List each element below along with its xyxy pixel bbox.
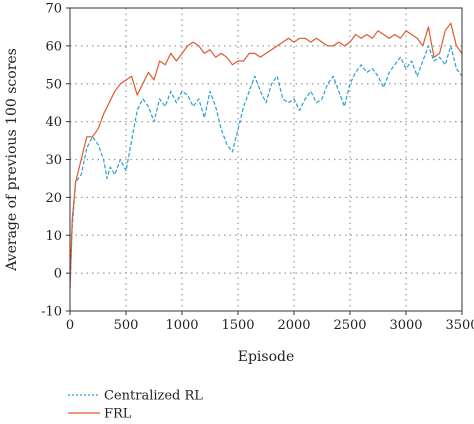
legend-label-0: Centralized RL: [104, 389, 203, 404]
y-axis-label: Average of previous 100 scores: [4, 48, 20, 272]
y-tick-label: 0: [54, 267, 62, 282]
x-tick-label: 1000: [165, 318, 198, 333]
series-lines: [69, 22, 463, 289]
x-axis-ticks: 0 500 1000 1500 2000 2500 3000 3500: [66, 311, 474, 333]
legend-label-1: FRL: [104, 407, 132, 422]
x-tick-label: 0: [66, 318, 74, 333]
y-tick-label: 40: [45, 115, 62, 130]
x-tick-label: 2500: [333, 318, 366, 333]
y-tick-label: 20: [45, 191, 62, 206]
x-tick-label: 3500: [445, 318, 474, 333]
legend: Centralized RL FRL: [68, 389, 203, 422]
y-tick-label: -10: [41, 305, 62, 320]
y-tick-label: 60: [45, 39, 62, 54]
y-tick-label: 30: [45, 153, 62, 168]
y-tick-label: 50: [45, 77, 62, 92]
y-axis-ticks: -10 0 10 20 30 40 50 60 70: [41, 2, 70, 320]
x-axis-label: Episode: [238, 349, 295, 365]
series-line-0: [69, 45, 463, 289]
x-tick-label: 500: [114, 318, 139, 333]
grid-lines: [70, 8, 462, 311]
x-tick-label: 1500: [221, 318, 254, 333]
series-line-1: [69, 22, 463, 289]
x-tick-label: 2000: [277, 318, 310, 333]
y-tick-label: 70: [45, 2, 62, 17]
x-tick-label: 3000: [389, 318, 422, 333]
y-tick-label: 10: [45, 229, 62, 244]
